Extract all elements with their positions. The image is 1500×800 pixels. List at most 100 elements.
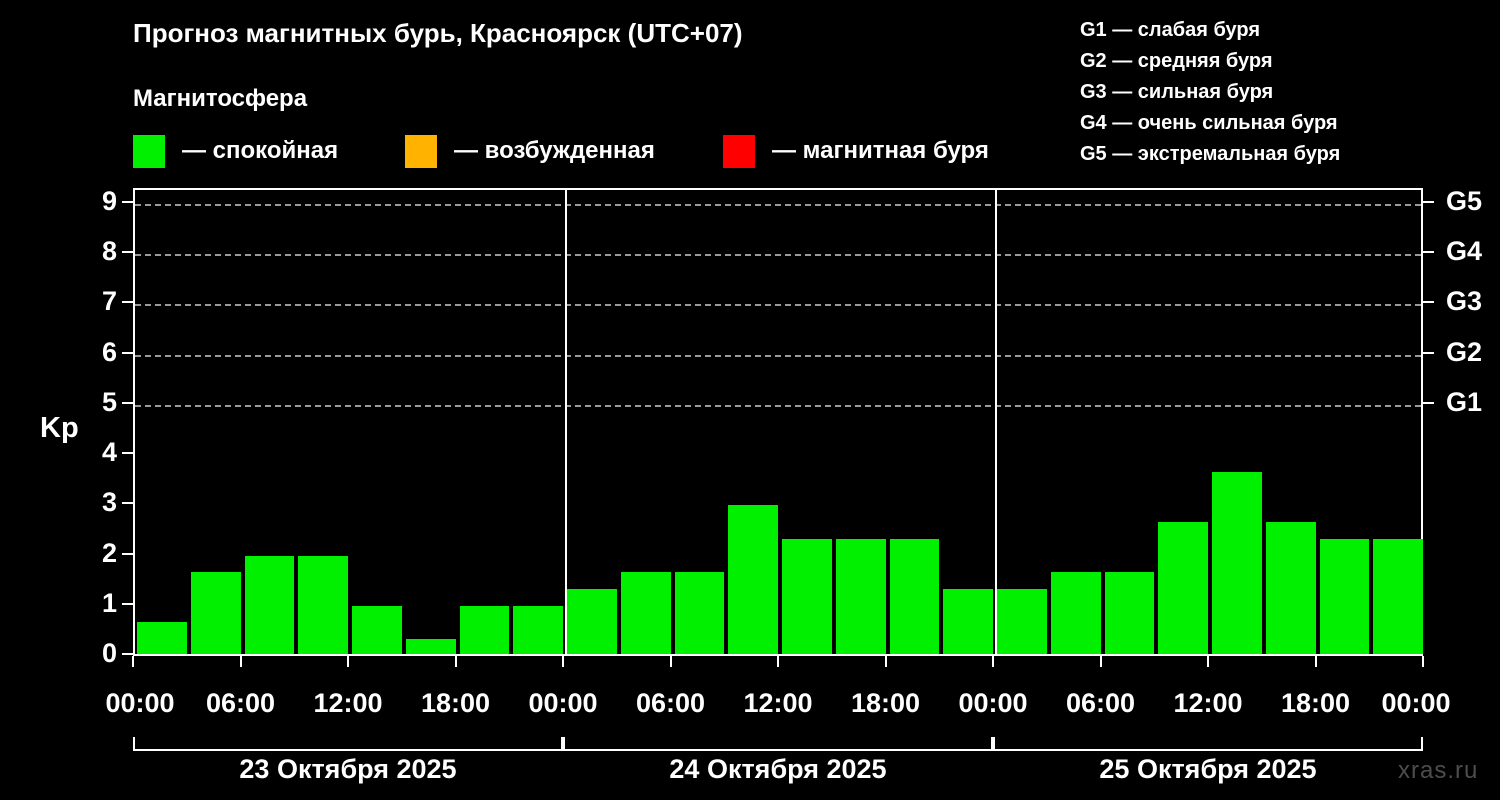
x-tick-label-8: 00:00 [958,688,1028,718]
x-tick-label-4: 00:00 [528,688,598,718]
day-bracket-1 [133,737,563,751]
x-tick-label-1: 06:00 [205,688,276,718]
x-tick-label-2: 12:00 [313,688,383,718]
bar [513,605,563,656]
bar [244,555,295,656]
day-label-3: 25 Октября 2025 [1099,754,1317,784]
x-tick-mark-10 [1207,656,1209,667]
bar [1050,572,1101,656]
legend-item-storm: — магнитная буря [723,133,989,169]
y-tick-mark-6 [122,351,133,354]
g-tick-mark-G3 [1423,301,1434,304]
bar [137,622,187,656]
day-bracket-2 [563,737,993,751]
y-tick-label-0: 0 [101,638,117,668]
plot-area [133,188,1423,656]
bar [1158,521,1208,656]
gridline-kp-7 [135,304,1421,307]
legend-label-calm: — спокойная [182,137,339,164]
y-tick-label-7: 7 [101,286,117,317]
y-tick-mark-1 [122,602,133,605]
x-tick-label-6: 12:00 [743,688,813,718]
g-tick-label-G5: G5 [1446,186,1483,217]
g-tick-mark-G5 [1423,201,1434,204]
x-tick-label-5: 06:00 [635,688,706,718]
watermark: xras.ru [1398,757,1479,784]
g-scale-row-g4: G4 — очень сильная буря [1080,112,1338,134]
x-tick-label-7: 18:00 [850,688,921,718]
x-tick-label-11: 18:00 [1280,688,1351,718]
y-tick-label-8: 8 [101,236,117,267]
x-tick-mark-1 [239,656,242,667]
legend-label-storm: — магнитная буря [772,137,989,164]
x-tick-mark-9 [1099,656,1102,667]
bar [728,505,778,656]
bar [674,572,725,656]
bar [405,639,456,656]
g-scale-row-g5: G5 — экстремальная буря [1080,143,1341,165]
gridline-kp-8 [135,254,1421,257]
g-scale-row-g1: G1 — слабая буря [1080,19,1261,41]
g-scale-row-g2: G2 — средняя буря [1080,50,1273,72]
x-tick-mark-12 [1422,656,1424,667]
legend-swatch-calm [133,134,165,168]
page-title: Прогноз магнитных бурь, Красноярск (UTC+… [133,18,743,48]
x-tick-label-3: 18:00 [420,688,491,718]
y-tick-mark-7 [122,301,133,304]
y-tick-label-5: 5 [101,386,117,417]
bar [997,589,1047,656]
x-tick-mark-8 [992,656,994,667]
bar [1373,539,1423,656]
bar [889,539,940,656]
y-tick-label-1: 1 [101,587,117,618]
g-scale-row-g3: G3 — сильная буря [1080,81,1274,103]
g-tick-label-G4: G4 [1446,236,1483,267]
legend-item-calm: — спокойная [133,133,338,169]
legend-item-unsettled: — возбужденная [405,133,655,169]
legend-swatch-unsettled [405,134,437,168]
y-tick-mark-8 [122,251,133,254]
bar [567,589,617,656]
x-tick-mark-7 [884,656,887,667]
g-tick-mark-G4 [1423,251,1434,254]
bar [943,589,993,656]
legend-label-unsettled: — возбужденная [454,137,655,164]
bar [298,555,348,656]
x-tick-label-9: 06:00 [1065,688,1136,718]
day-separator-2 [995,190,997,656]
g-tick-mark-G1 [1423,401,1434,404]
y-tick-mark-9 [122,201,133,204]
x-tick-label-10: 12:00 [1173,688,1243,718]
gridline-kp-6 [135,354,1421,357]
bar [782,539,832,656]
bar [1319,539,1370,656]
day-bracket-3 [993,737,1423,751]
g-tick-label-G1: G1 [1446,386,1483,417]
bar [190,572,241,656]
x-tick-mark-4 [562,656,564,667]
y-tick-mark-2 [122,552,133,555]
bar [1104,572,1155,656]
y-tick-mark-4 [122,452,133,455]
x-tick-label-0: 00:00 [105,688,175,718]
bar [835,539,886,656]
gridline-kp-5 [135,404,1421,407]
y-tick-mark-5 [122,401,133,404]
y-tick-label-4: 4 [101,437,117,468]
day-label-2: 24 Октября 2025 [669,754,887,784]
x-tick-label-12: 00:00 [1381,688,1451,718]
x-tick-mark-6 [777,656,779,667]
g-tick-label-G3: G3 [1446,286,1483,317]
x-tick-mark-3 [454,656,457,667]
day-label-1: 23 Октября 2025 [239,754,457,784]
day-separator-1 [565,190,567,656]
y-tick-label-2: 2 [101,537,117,568]
g-scale-legend: G1 — слабая буря G2 — средняя буря G3 — … [1080,15,1340,170]
bar-series [135,190,1423,656]
y-tick-label-9: 9 [101,186,117,217]
bar [1212,471,1262,656]
x-tick-mark-5 [669,656,672,667]
x-axis-line [133,654,1423,656]
bar [1265,521,1316,656]
